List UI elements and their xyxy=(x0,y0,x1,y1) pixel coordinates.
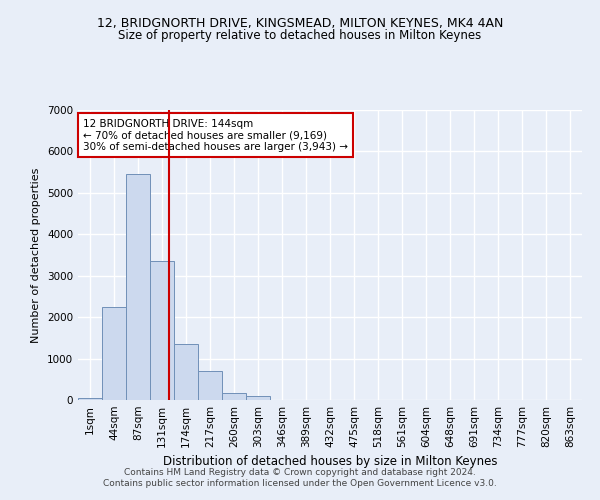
Bar xyxy=(198,371,222,400)
Bar xyxy=(78,398,102,400)
Bar xyxy=(126,174,150,400)
X-axis label: Distribution of detached houses by size in Milton Keynes: Distribution of detached houses by size … xyxy=(163,456,497,468)
Bar xyxy=(222,393,246,400)
Bar xyxy=(102,307,126,400)
Bar xyxy=(246,396,270,400)
Text: 12, BRIDGNORTH DRIVE, KINGSMEAD, MILTON KEYNES, MK4 4AN: 12, BRIDGNORTH DRIVE, KINGSMEAD, MILTON … xyxy=(97,18,503,30)
Bar xyxy=(150,261,174,400)
Text: Size of property relative to detached houses in Milton Keynes: Size of property relative to detached ho… xyxy=(118,29,482,42)
Y-axis label: Number of detached properties: Number of detached properties xyxy=(31,168,41,342)
Text: 12 BRIDGNORTH DRIVE: 144sqm
← 70% of detached houses are smaller (9,169)
30% of : 12 BRIDGNORTH DRIVE: 144sqm ← 70% of det… xyxy=(83,118,348,152)
Text: Contains HM Land Registry data © Crown copyright and database right 2024.
Contai: Contains HM Land Registry data © Crown c… xyxy=(103,468,497,487)
Bar xyxy=(174,344,198,400)
